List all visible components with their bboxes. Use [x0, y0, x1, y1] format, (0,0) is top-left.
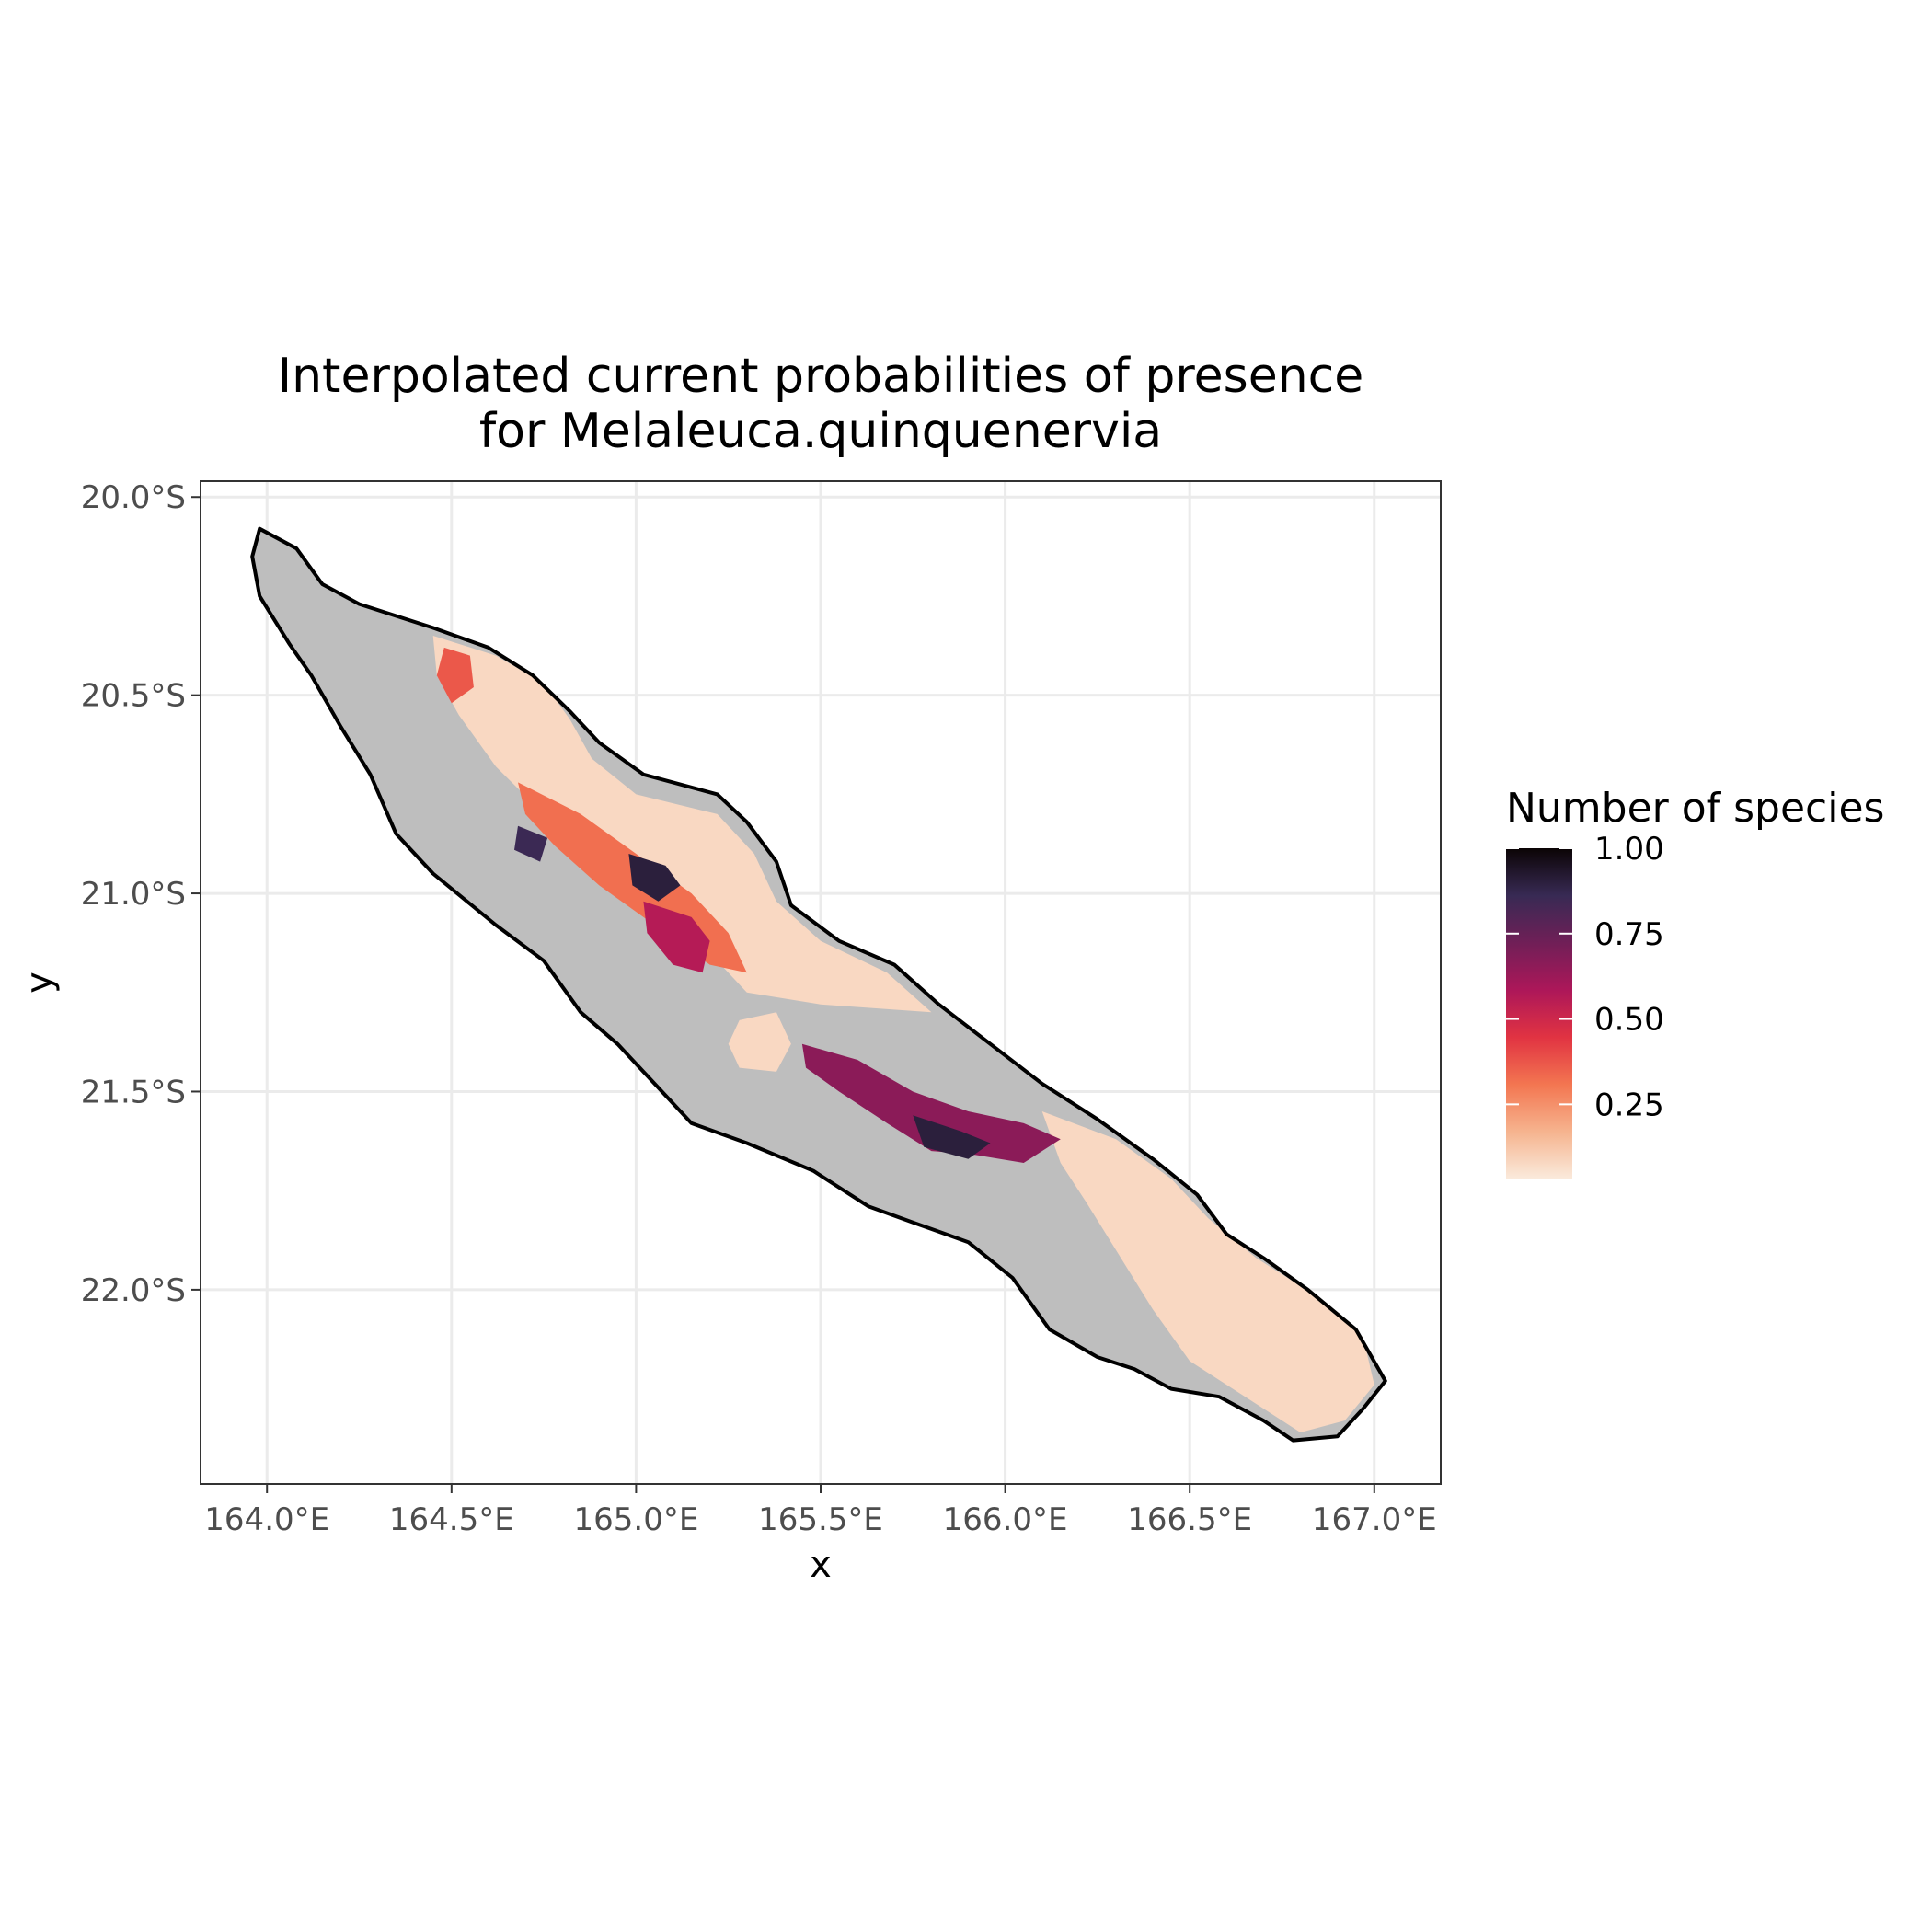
legend-colorbar [1506, 848, 1572, 1179]
probability-zone-9 [514, 825, 548, 862]
y-tick-label-1: 20.5°S [81, 678, 186, 715]
legend-label-1: 0.75 [1594, 916, 1664, 953]
probability-zone-7 [628, 854, 681, 902]
x-tick-label-6: 167.0°E [1312, 1501, 1437, 1538]
map-layer [250, 526, 1387, 1443]
probability-zone-8 [913, 1115, 991, 1159]
probability-zone-2 [728, 1012, 791, 1072]
x-tick-label-5: 166.5°E [1127, 1501, 1252, 1538]
probability-zone-6 [801, 1043, 1061, 1163]
y-axis-label: y [18, 972, 61, 994]
y-axis: 20.0°S 20.5°S 21.0°S 21.5°S 22.0°S [81, 479, 201, 1309]
probability-zone-5 [643, 901, 710, 973]
x-tick-label-0: 164.0°E [204, 1501, 329, 1538]
chart-title-line1: Interpolated current probabilities of pr… [278, 349, 1363, 404]
x-axis: 164.0°E 164.5°E 165.0°E 165.5°E 166.0°E 166.5… [204, 1484, 1437, 1538]
x-axis-label: x [810, 1544, 832, 1586]
legend-ticks: 1.00 0.75 0.50 0.25 [1506, 831, 1664, 1123]
y-tick-label-2: 21.0°S [81, 876, 186, 913]
map-panel [200, 480, 1442, 1485]
x-tick-label-2: 165.0°E [573, 1501, 698, 1538]
probability-zone-1 [1041, 1111, 1374, 1432]
x-tick-label-1: 164.5°E [389, 1501, 514, 1538]
x-tick-label-3: 165.5°E [758, 1501, 883, 1538]
y-tick-label-0: 20.0°S [81, 479, 186, 516]
legend-label-0: 1.00 [1594, 831, 1664, 868]
probability-zone-4 [436, 647, 474, 704]
y-tick-label-4: 22.0°S [81, 1272, 186, 1309]
chart-title-line2: for Melaleuca.quinquenervia [479, 404, 1162, 459]
legend-title: Number of species [1506, 785, 1884, 832]
legend-label-3: 0.25 [1594, 1087, 1664, 1123]
coastline [250, 526, 1387, 1443]
legend-label-2: 0.50 [1594, 1002, 1664, 1039]
legend: Number of species 1.00 0.75 0.50 0.25 [1506, 785, 1884, 1179]
x-tick-label-4: 166.0°E [943, 1501, 1068, 1538]
probability-zone-0 [432, 636, 932, 1013]
y-tick-label-3: 21.5°S [81, 1074, 186, 1110]
